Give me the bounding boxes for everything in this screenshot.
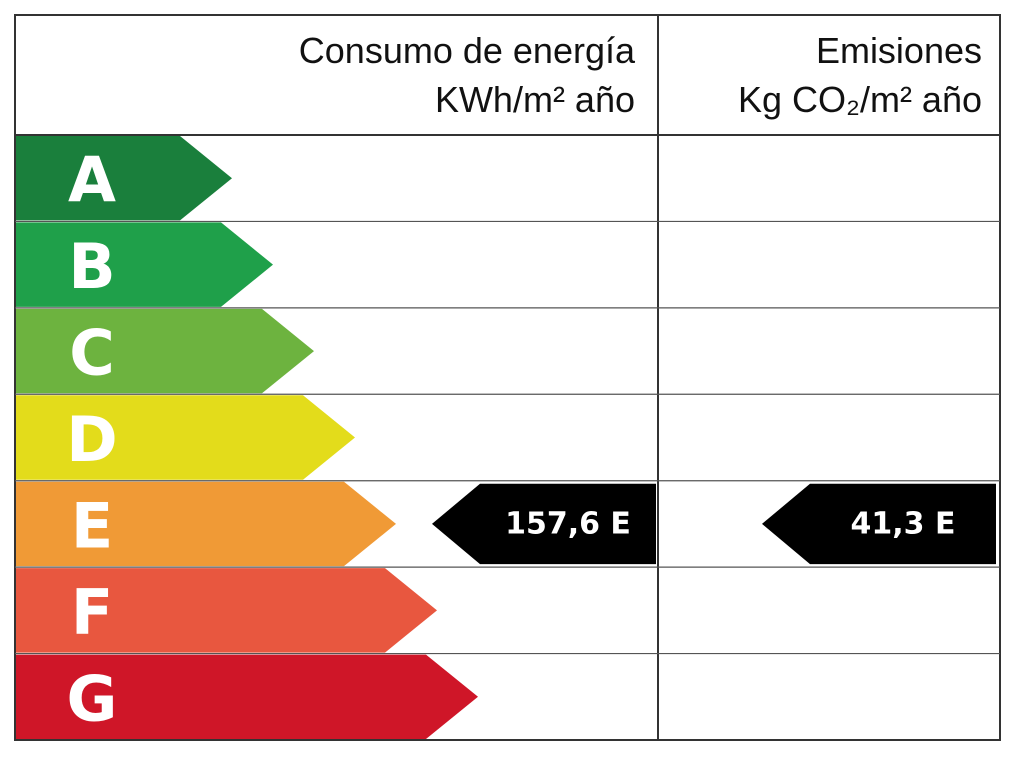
class-arrow	[16, 481, 396, 567]
energy-unit: KWh/m² año	[435, 79, 635, 120]
rating-value: 41,3 E	[851, 506, 956, 541]
emissions-unit: Kg CO₂/m² año	[738, 79, 982, 120]
class-letter: D	[66, 403, 117, 476]
emissions-title: Emisiones	[816, 30, 982, 71]
class-letter: F	[71, 576, 113, 649]
class-arrow	[16, 568, 437, 653]
rating-indicator	[432, 483, 656, 565]
class-arrow	[16, 222, 273, 307]
class-arrow	[16, 395, 355, 480]
class-letter: B	[68, 230, 115, 303]
frame	[14, 14, 1001, 741]
class-letter: C	[69, 317, 115, 390]
class-letter: A	[68, 144, 116, 217]
class-letter: E	[71, 489, 113, 562]
rating-value: 157,6 E	[505, 506, 631, 541]
class-letter: G	[67, 662, 118, 735]
energy-title: Consumo de energía	[299, 30, 636, 71]
rating-indicator	[762, 483, 996, 565]
class-arrow	[16, 136, 232, 221]
class-arrow	[16, 308, 314, 394]
class-arrow	[16, 654, 478, 739]
